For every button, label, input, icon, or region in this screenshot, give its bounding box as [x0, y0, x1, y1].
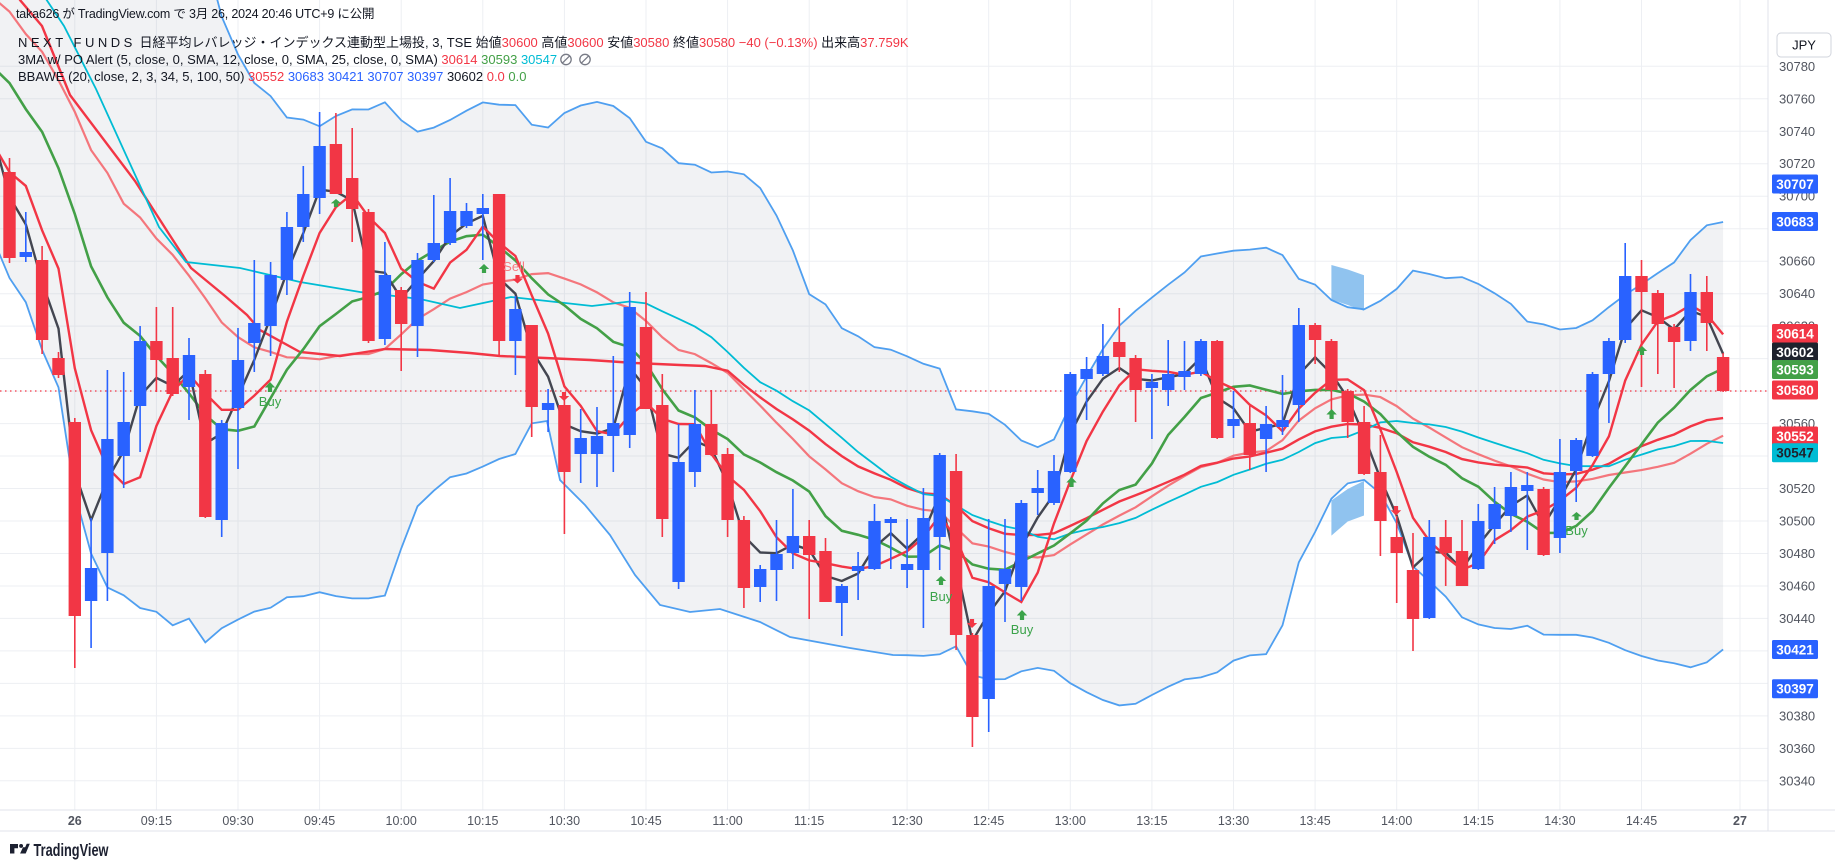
svg-text:13:15: 13:15 — [1136, 814, 1167, 828]
svg-text:BBAWE (20, close, 2, 3, 34, 5,: BBAWE (20, close, 2, 3, 34, 5, 100, 50) … — [18, 69, 527, 84]
svg-text:12:45: 12:45 — [973, 814, 1004, 828]
svg-text:30460: 30460 — [1779, 579, 1815, 594]
svg-text:taka626 が TradingView.com で 3月: taka626 が TradingView.com で 3月 26, 2024 … — [16, 6, 374, 21]
svg-text:26: 26 — [68, 814, 82, 828]
svg-text:09:30: 09:30 — [222, 814, 253, 828]
svg-text:30547: 30547 — [1776, 446, 1814, 461]
svg-text:30660: 30660 — [1779, 254, 1815, 269]
svg-text:JPY: JPY — [1792, 38, 1816, 53]
svg-text:Buy: Buy — [930, 589, 953, 604]
svg-text:Sell: Sell — [503, 259, 525, 274]
svg-text:12:30: 12:30 — [891, 814, 922, 828]
svg-text:30360: 30360 — [1779, 741, 1815, 756]
svg-text:Buy: Buy — [1011, 622, 1034, 637]
svg-text:30683: 30683 — [1776, 214, 1814, 229]
svg-text:09:45: 09:45 — [304, 814, 335, 828]
svg-text:14:15: 14:15 — [1463, 814, 1494, 828]
svg-text:NEXT FUNDS 日経平均レバレッジ・インデックス連動型: NEXT FUNDS 日経平均レバレッジ・インデックス連動型上場投, 3, TS… — [18, 35, 909, 50]
svg-text:14:30: 14:30 — [1544, 814, 1575, 828]
svg-text:30780: 30780 — [1779, 59, 1815, 74]
svg-text:11:00: 11:00 — [712, 814, 742, 828]
svg-text:30740: 30740 — [1779, 124, 1815, 139]
svg-text:30720: 30720 — [1779, 156, 1815, 171]
svg-text:30440: 30440 — [1779, 611, 1815, 626]
svg-text:30593: 30593 — [1776, 362, 1814, 377]
svg-text:13:00: 13:00 — [1055, 814, 1086, 828]
svg-text:13:45: 13:45 — [1299, 814, 1330, 828]
svg-text:30552: 30552 — [1776, 429, 1814, 444]
svg-text:27: 27 — [1733, 814, 1747, 828]
svg-text:Buy: Buy — [259, 394, 282, 409]
svg-text:30602: 30602 — [1776, 345, 1814, 360]
svg-text:14:45: 14:45 — [1626, 814, 1657, 828]
svg-text:10:45: 10:45 — [630, 814, 661, 828]
svg-text:11:15: 11:15 — [794, 814, 824, 828]
svg-text:30421: 30421 — [1776, 642, 1814, 657]
svg-text:10:15: 10:15 — [467, 814, 498, 828]
svg-text:30580: 30580 — [1776, 383, 1814, 398]
svg-text:10:00: 10:00 — [386, 814, 417, 828]
svg-text:30640: 30640 — [1779, 286, 1815, 301]
svg-text:30397: 30397 — [1776, 682, 1814, 697]
svg-text:Buy: Buy — [1565, 523, 1588, 538]
svg-text:30480: 30480 — [1779, 546, 1815, 561]
svg-text:3MA w/ PO Alert (5, close, 0,: 3MA w/ PO Alert (5, close, 0, SMA, 12, c… — [18, 52, 557, 67]
svg-text:30760: 30760 — [1779, 91, 1815, 106]
svg-text:30520: 30520 — [1779, 481, 1815, 496]
svg-text:30340: 30340 — [1779, 773, 1815, 788]
svg-text:14:00: 14:00 — [1381, 814, 1412, 828]
svg-text:13:30: 13:30 — [1218, 814, 1249, 828]
svg-text:09:15: 09:15 — [141, 814, 172, 828]
svg-text:30380: 30380 — [1779, 708, 1815, 723]
svg-text:30707: 30707 — [1776, 177, 1814, 192]
svg-text:TradingView: TradingView — [34, 841, 109, 860]
svg-text:10:30: 10:30 — [549, 814, 580, 828]
svg-text:30500: 30500 — [1779, 514, 1815, 529]
svg-text:30614: 30614 — [1776, 326, 1814, 341]
